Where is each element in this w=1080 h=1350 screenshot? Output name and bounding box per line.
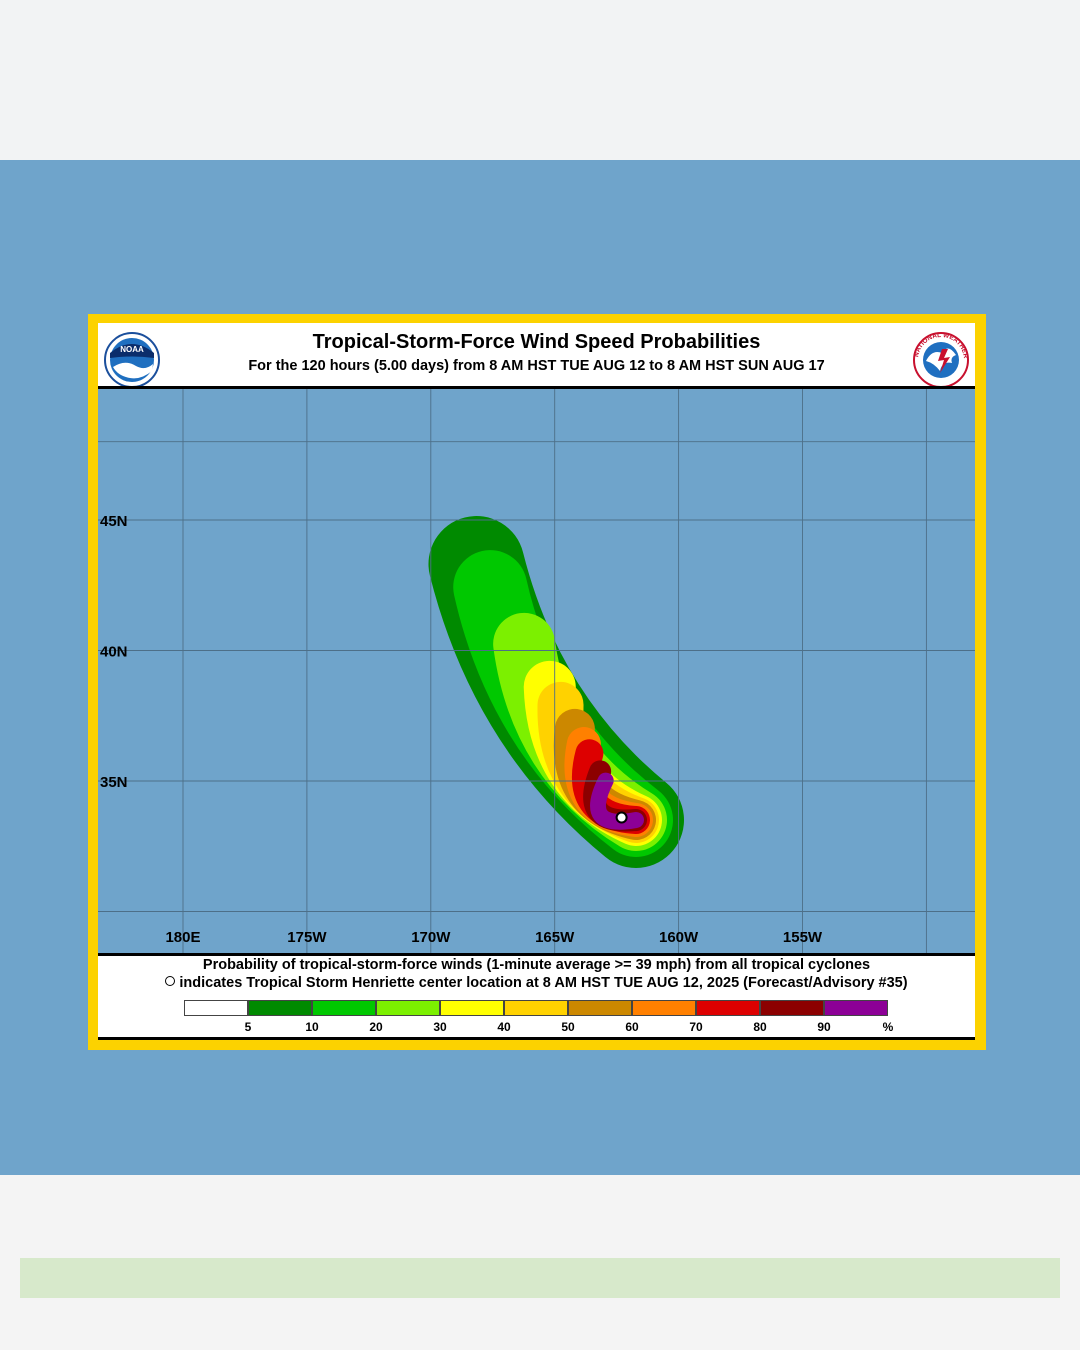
legend-swatch [312,1000,376,1016]
probability-map: 180E 175W 170W 165W 160W 155W 45N 40N 35N [98,389,975,953]
lat-label: 45N [100,513,128,530]
header-rule [98,386,975,389]
legend-label: 90 [817,1020,831,1034]
legend-label: 30 [433,1020,447,1034]
legend-label: 50 [561,1020,575,1034]
graticule [98,389,975,953]
legend-label: 10 [305,1020,319,1034]
legend-label: 20 [369,1020,383,1034]
storm-center-marker [615,811,628,824]
lon-label: 170W [411,929,451,946]
chart-title: Tropical-Storm-Force Wind Speed Probabil… [312,331,761,353]
probability-swath [428,516,684,868]
legend-swatch [568,1000,632,1016]
svg-text:NOAA: NOAA [120,345,144,354]
legend-swatch [696,1000,760,1016]
legend-swatch [184,1000,248,1016]
chart-subtitle: For the 120 hours (5.00 days) from 8 AM … [248,358,825,374]
forecast-graphic-card: NOAA NATIONAL WEATHER SERVICE Tropical-S… [88,314,986,1050]
longitude-labels: 180E 175W 170W 165W 160W 155W [165,929,822,946]
legend-swatch [632,1000,696,1016]
legend-label: 5 [244,1020,252,1034]
noaa-logo-icon: NOAA [104,332,160,388]
storm-marker-icon [165,976,176,986]
legend-swatch [504,1000,568,1016]
lon-label: 160W [659,929,699,946]
lon-label: 175W [287,929,327,946]
caption-line-2: indicates Tropical Storm Henriette cente… [98,975,975,991]
legend-label: 40 [497,1020,511,1034]
lon-label: 165W [535,929,575,946]
legend-swatch [248,1000,312,1016]
graphic-panel: NOAA NATIONAL WEATHER SERVICE Tropical-S… [98,323,975,1040]
lat-label: 35N [100,774,128,791]
caption-line-2-text: indicates Tropical Storm Henriette cente… [179,975,908,991]
lat-label: 40N [100,644,128,661]
lon-label: 180E [165,929,200,946]
footer-rule [98,953,975,956]
latitude-labels: 45N 40N 35N [100,513,128,791]
lon-label: 155W [783,929,823,946]
legend-swatch [376,1000,440,1016]
color-legend: 5 10 20 30 40 50 60 70 80 90% [184,1000,904,1036]
caption-line-1: Probability of tropical-storm-force wind… [202,957,871,973]
legend-label: % [882,1020,894,1034]
legend-swatch [760,1000,824,1016]
legend-label: 80 [753,1020,767,1034]
legend-label: 70 [689,1020,703,1034]
bottom-rule [98,1037,975,1040]
legend-label: 60 [625,1020,639,1034]
legend-swatch [440,1000,504,1016]
legend-swatch [824,1000,888,1016]
